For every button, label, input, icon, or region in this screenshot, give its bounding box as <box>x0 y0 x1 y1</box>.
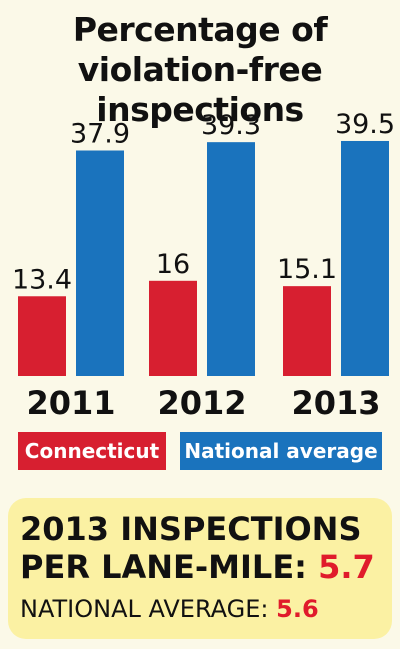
chart-title-line-1: Percentage of <box>72 10 328 49</box>
bar-connecticut-2012 <box>149 280 197 376</box>
callout-line-3: NATIONAL AVERAGE: 5.6 <box>20 594 392 624</box>
chart-title-line-2: violation-free inspections <box>77 50 323 129</box>
bar-chart: 13.4 37.9 2011 16 39.3 2012 15.1 39.5 2013 <box>12 109 395 422</box>
bar-national-average-2013 <box>341 140 389 376</box>
value-label-connecticut-2011: 13.4 <box>12 264 72 295</box>
inspections-callout-box: 2013 INSPECTIONS PER LANE-MILE: 5.7 NATI… <box>8 498 392 639</box>
callout-line-2: PER LANE-MILE: 5.7 <box>20 548 392 586</box>
bar-national-average-2011 <box>76 150 124 376</box>
callout-value: 5.7 <box>318 548 375 586</box>
value-label-national-average-2012: 39.3 <box>201 110 261 141</box>
national-average-label: NATIONAL AVERAGE: <box>20 595 277 623</box>
legend-connecticut: Connecticut <box>18 432 166 470</box>
value-label-national-average-2013: 39.5 <box>335 109 395 140</box>
value-label-national-average-2011: 37.9 <box>70 118 130 149</box>
bar-connecticut-2011 <box>18 296 66 376</box>
value-label-connecticut-2013: 15.1 <box>277 254 337 285</box>
callout-line-1: 2013 INSPECTIONS <box>20 510 362 548</box>
bar-national-average-2012 <box>207 142 255 376</box>
category-label-2011: 2011 <box>26 384 115 422</box>
bar-connecticut-2013 <box>283 286 331 376</box>
callout-label: PER LANE-MILE: <box>20 548 319 586</box>
value-label-connecticut-2012: 16 <box>156 249 190 280</box>
chart-title: Percentage of violation-free inspections <box>0 10 400 130</box>
national-average-value: 5.6 <box>276 595 319 623</box>
legend-national-average: National average <box>180 432 382 470</box>
category-label-2012: 2012 <box>157 384 246 422</box>
category-label-2013: 2013 <box>291 384 380 422</box>
